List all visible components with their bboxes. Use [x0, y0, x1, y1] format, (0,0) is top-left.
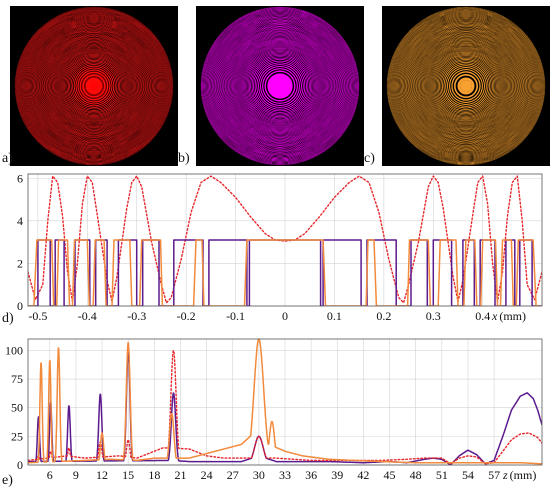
x-tick-label: 36	[305, 468, 317, 482]
series-line-0	[28, 175, 542, 304]
series-line-0	[28, 350, 542, 465]
x-tick-label: 0.3	[426, 309, 441, 323]
x-tick-label: 33	[279, 468, 291, 482]
x-tick-label: 0.4	[475, 309, 490, 323]
panel-label-d: d)	[2, 311, 14, 326]
plot-e: 6 9 12 15 18 21 24 27 30 33 36 39 42 45 48 51 54 57 0 25 50 7…	[5, 338, 543, 482]
y-tick-label: 4	[17, 214, 23, 228]
x-tick-label: 39	[331, 468, 343, 482]
series-line-1	[28, 350, 542, 465]
plot-d: -0.5 -0.4 -0.3 -0.2 -0.1 0 0.1 0.2 0.3 0.4 0 2 4 6 x (m…	[17, 171, 543, 323]
x-tick-label: 21	[174, 468, 186, 482]
x-tick-label: 48	[410, 468, 422, 482]
panel-label-c: c)	[364, 151, 375, 166]
y-tick-label: 6	[17, 171, 23, 185]
x-tick-label: 54	[462, 468, 474, 482]
x-tick-label: 0.1	[327, 309, 342, 323]
x-tick-label: -0.4	[78, 309, 97, 323]
x-tick-label: 18	[148, 468, 160, 482]
x-tick-label: 51	[436, 468, 448, 482]
x-tick-label: 15	[122, 468, 134, 482]
x-tick-label: -0.1	[226, 309, 245, 323]
x-tick-label: 0.2	[376, 309, 391, 323]
x-tick-label: 0	[282, 309, 288, 323]
y-tick-label: 100	[5, 343, 23, 357]
x-axis-label: x (mm)	[491, 309, 526, 323]
y-tick-label: 50	[11, 401, 23, 415]
x-tick-label: 27	[227, 468, 239, 482]
ring-pattern-b	[196, 6, 364, 166]
y-tick-label: 75	[11, 372, 23, 386]
x-tick-label: -0.2	[177, 309, 196, 323]
x-tick-label: 24	[201, 468, 213, 482]
ring-pattern-a	[10, 6, 178, 166]
x-tick-label: 9	[73, 468, 79, 482]
panel-label-e: e)	[2, 473, 13, 488]
ring-pattern-c	[382, 6, 550, 166]
plot-frame	[27, 173, 543, 307]
x-tick-label: 57	[488, 468, 500, 482]
y-tick-label: 0	[17, 299, 23, 313]
x-tick-label: 30	[253, 468, 265, 482]
panel-label-a: a)	[2, 151, 13, 166]
x-axis-label: z (mm)	[502, 468, 536, 482]
y-tick-label: 2	[17, 256, 23, 270]
y-tick-label: 0	[17, 458, 23, 472]
x-tick-label: 12	[96, 468, 108, 482]
x-tick-label: -0.3	[127, 309, 146, 323]
panel-label-b: b)	[178, 151, 190, 166]
x-tick-label: 45	[384, 468, 396, 482]
x-tick-label: 6	[47, 468, 53, 482]
y-tick-label: 25	[11, 429, 23, 443]
x-tick-label: 42	[357, 468, 369, 482]
plot-frame	[27, 338, 543, 466]
series-line-2	[28, 338, 542, 465]
x-tick-label: -0.5	[28, 309, 47, 323]
series-line-2	[28, 239, 542, 306]
